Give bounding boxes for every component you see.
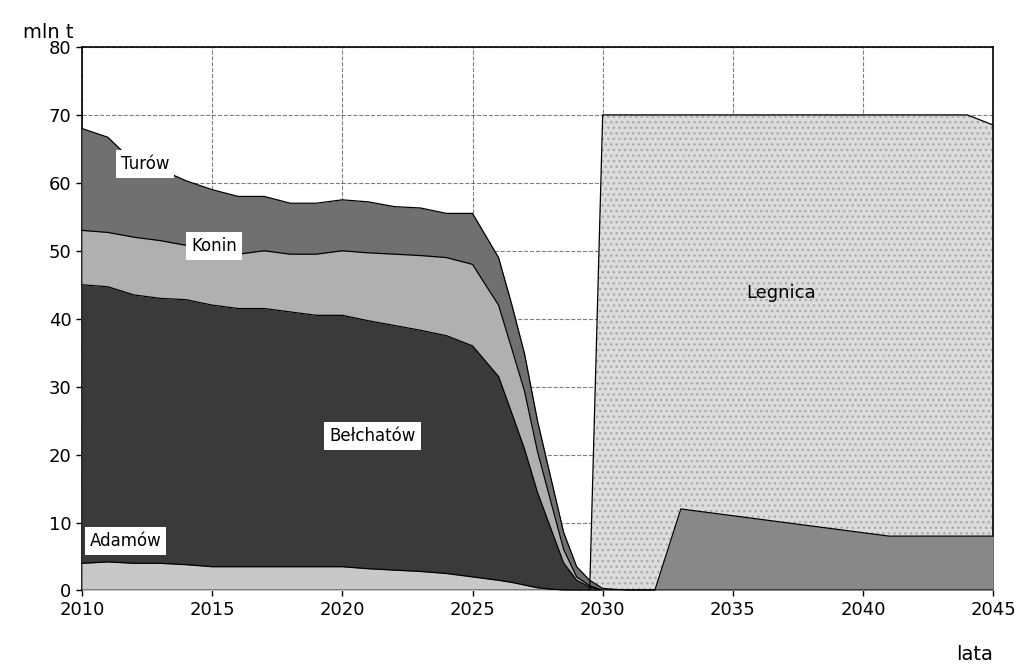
Text: mln t: mln t xyxy=(23,23,73,42)
Text: Konin: Konin xyxy=(191,237,237,255)
Text: Bełchatów: Bełchatów xyxy=(330,427,416,445)
Text: Legnica: Legnica xyxy=(745,285,815,303)
Text: lata: lata xyxy=(956,645,993,664)
Text: Turów: Turów xyxy=(121,155,170,173)
Text: Adamów: Adamów xyxy=(90,532,162,550)
